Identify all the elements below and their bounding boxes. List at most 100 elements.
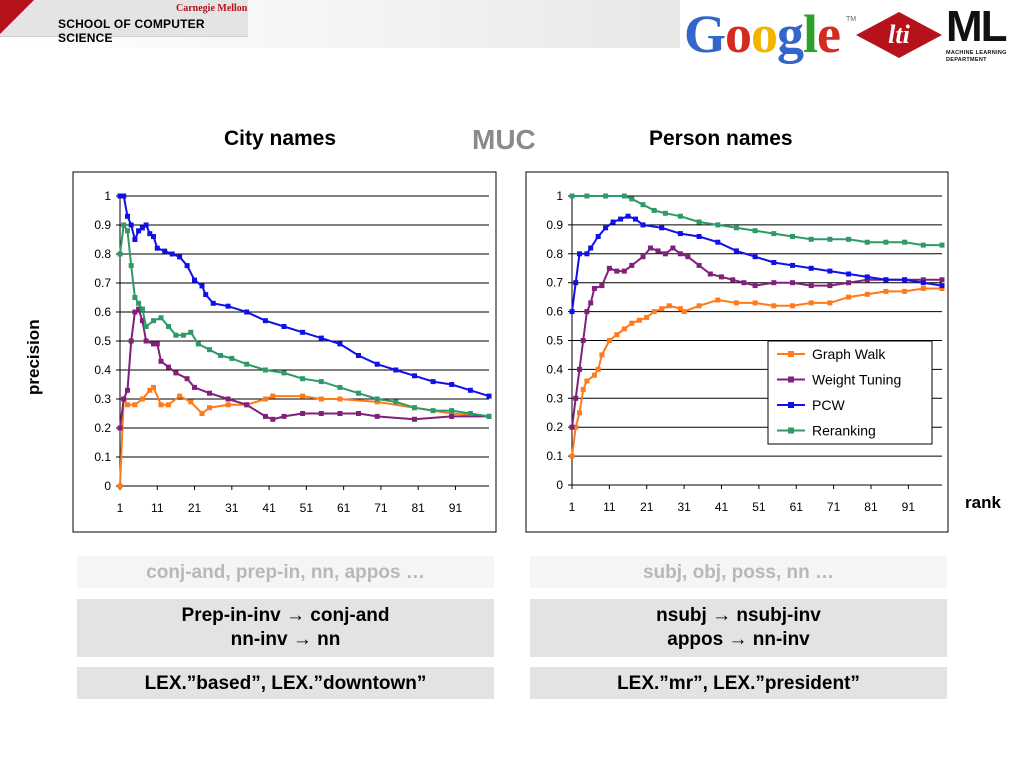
weight-tuning-point <box>655 248 661 254</box>
y-tick-label: 0.2 <box>546 420 563 434</box>
legend-swatch-marker <box>788 402 794 408</box>
pcw-point <box>573 280 579 286</box>
pcw-point <box>827 268 833 274</box>
pcw-point <box>584 251 590 257</box>
city-rule-2: nn-inv → nn <box>230 629 341 650</box>
reranking-point <box>827 236 833 242</box>
ml-sub-1: MACHINE LEARNING <box>946 50 1007 56</box>
graph-walk-point <box>584 378 590 384</box>
cmu-red-corner <box>0 0 34 34</box>
y-tick-label: 0.4 <box>94 363 111 377</box>
weight-tuning-point <box>621 268 627 274</box>
x-tick-label: 1 <box>117 501 124 515</box>
reranking-point <box>939 242 945 248</box>
y-tick-label: 0.9 <box>94 218 111 232</box>
reranking-point <box>430 408 436 414</box>
reranking-point <box>374 396 380 402</box>
weight-tuning-point <box>584 309 590 315</box>
weight-tuning-point <box>192 384 197 390</box>
pcw-point <box>121 193 127 199</box>
y-tick-label: 0.7 <box>94 276 111 290</box>
pcw-point <box>640 222 646 228</box>
graph-walk-point <box>158 402 164 408</box>
graph-walk-point <box>177 393 183 399</box>
reranking-point <box>136 300 142 306</box>
pcw-point <box>449 382 455 387</box>
pcw-point <box>618 216 624 222</box>
pcw-point <box>169 251 175 257</box>
weight-tuning-point <box>117 425 123 431</box>
reranking-point <box>337 384 343 390</box>
graph-walk-point <box>614 332 620 338</box>
x-tick-label: 21 <box>640 500 654 514</box>
graph-walk-point <box>318 396 324 402</box>
pcw-point <box>199 283 205 289</box>
weight-tuning-point <box>864 277 870 283</box>
graph-walk-point <box>270 393 276 399</box>
reranking-point <box>151 318 156 324</box>
graph-walk-point <box>580 387 586 393</box>
x-tick-label: 11 <box>151 501 164 515</box>
chart-frame <box>72 171 497 533</box>
weight-tuning-point <box>685 254 691 260</box>
weight-tuning-point <box>752 283 758 289</box>
reranking-point <box>393 399 399 405</box>
weight-tuning-point <box>412 416 417 422</box>
pcw-point <box>125 213 130 219</box>
graph-walk-point <box>166 402 171 408</box>
weight-tuning-point <box>374 413 380 419</box>
graph-walk-point <box>606 338 612 343</box>
weight-tuning-point <box>599 283 605 289</box>
weight-tuning-point <box>244 402 250 408</box>
x-tick-label: 61 <box>337 501 351 515</box>
cmu-banner: Carnegie Mellon SCHOOL OF COMPUTER SCIEN… <box>0 0 248 45</box>
y-tick-label: 1 <box>556 189 563 203</box>
reranking-point <box>629 196 635 202</box>
reranking-point <box>864 239 870 245</box>
pcw-point <box>603 225 609 231</box>
graph-walk-point <box>151 384 156 390</box>
reranking-point <box>662 210 668 216</box>
pcw-point <box>577 251 582 257</box>
ml-letters: ML <box>946 2 1008 51</box>
weight-tuning-point <box>262 413 268 419</box>
weight-tuning-point <box>166 364 171 370</box>
graph-walk-point <box>621 326 627 332</box>
y-tick-label: 0.9 <box>546 218 563 232</box>
y-tick-label: 0.5 <box>546 334 563 348</box>
pcw-point <box>430 379 436 385</box>
reranking-point <box>569 193 575 199</box>
pcw-point <box>117 193 123 199</box>
graph-walk-point <box>864 291 870 297</box>
reranking-point <box>467 411 473 416</box>
graph-walk-point <box>117 483 123 489</box>
pcw-point <box>733 248 739 254</box>
lti-diamond <box>856 12 942 58</box>
reranking-point <box>603 193 609 199</box>
legend-box <box>767 340 933 445</box>
graph-walk-point <box>207 405 212 411</box>
pcw-point <box>281 324 287 329</box>
city-features-box: conj-and, prep-in, nn, appos … <box>77 556 494 588</box>
reranking-point <box>486 413 492 419</box>
y-tick-label: 0.3 <box>546 391 563 405</box>
y-tick-label: 0.4 <box>546 362 563 376</box>
reranking-point <box>158 315 164 321</box>
reranking-point <box>883 239 889 245</box>
x-tick-label: 51 <box>300 501 314 515</box>
y-tick-label: 0.7 <box>546 276 563 290</box>
google-tm: TM <box>846 16 857 23</box>
pcw-point <box>154 245 160 251</box>
reranking-point <box>132 295 138 300</box>
pcw-point <box>143 222 149 228</box>
weight-tuning-point <box>648 245 653 251</box>
person-lex-box: LEX.”mr”, LEX.”president” <box>530 667 947 699</box>
pcw-point <box>677 231 683 237</box>
pcw-point <box>920 280 926 286</box>
legend-label: Weight Tuning <box>812 372 901 388</box>
graph-walk-point <box>132 402 138 408</box>
logo-bar <box>680 0 1024 70</box>
weight-tuning-point <box>318 411 324 416</box>
weight-tuning-point <box>337 411 343 416</box>
